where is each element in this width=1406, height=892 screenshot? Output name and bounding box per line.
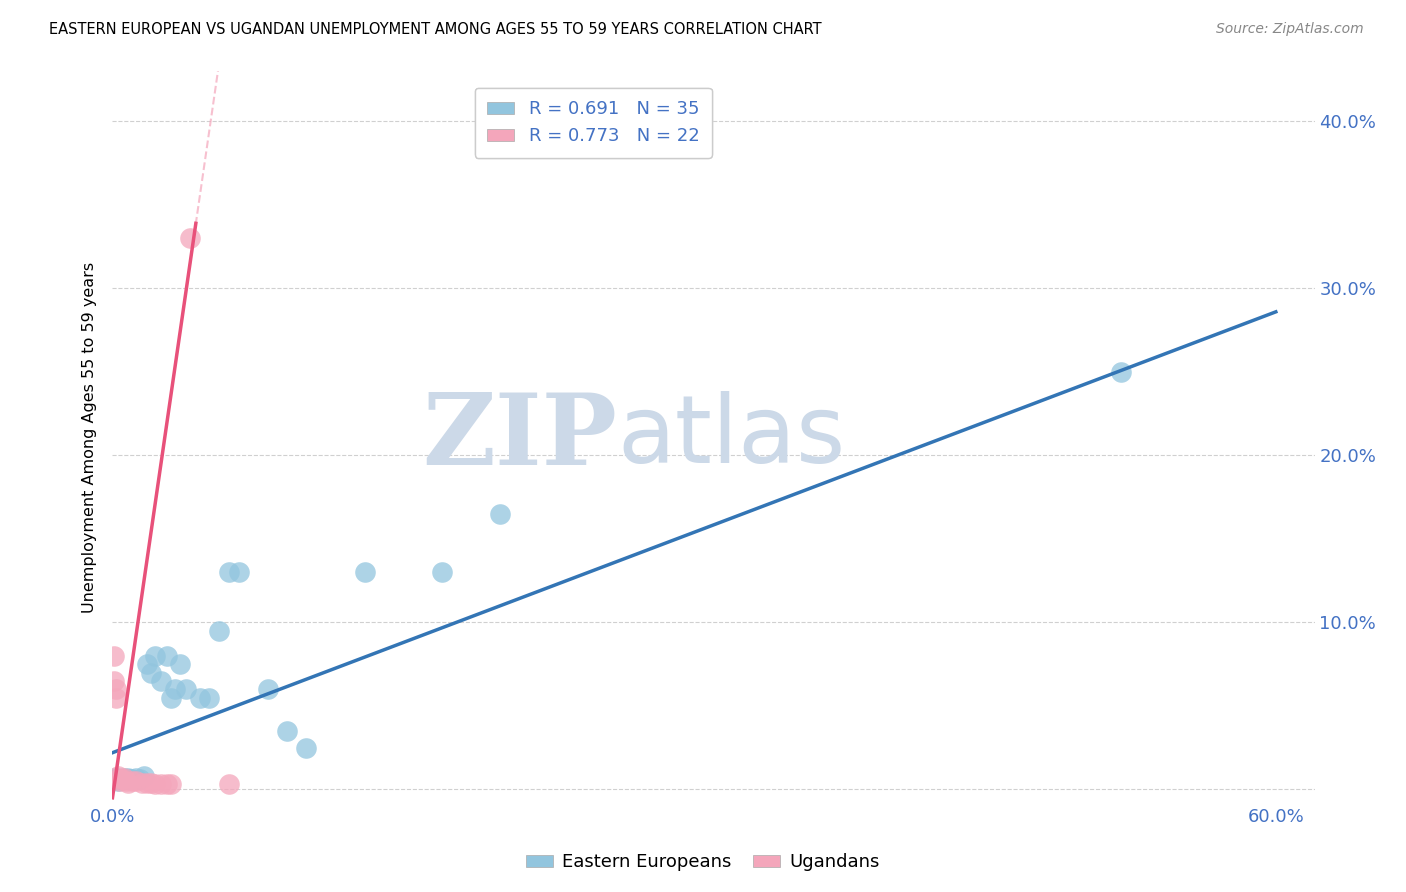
Point: [105, 690, 128, 705]
Point: [489, 507, 512, 521]
Point: [132, 769, 155, 783]
Point: [107, 774, 129, 789]
Point: [353, 566, 375, 580]
Point: [128, 772, 150, 787]
Text: EASTERN EUROPEAN VS UGANDAN UNEMPLOYMENT AMONG AGES 55 TO 59 YEARS CORRELATION C: EASTERN EUROPEAN VS UGANDAN UNEMPLOYMENT…: [49, 22, 823, 37]
Point: [256, 682, 278, 697]
Point: [136, 776, 159, 790]
Point: [149, 777, 172, 791]
Point: [107, 769, 129, 783]
Point: [141, 776, 163, 790]
Point: [136, 657, 159, 672]
Point: [163, 682, 186, 697]
Y-axis label: Unemployment Among Ages 55 to 59 years: Unemployment Among Ages 55 to 59 years: [82, 261, 97, 613]
Point: [105, 682, 128, 697]
Point: [198, 690, 221, 705]
Point: [218, 777, 240, 791]
Point: [115, 772, 138, 787]
Point: [1109, 365, 1132, 379]
Point: [149, 673, 172, 688]
Text: Source: ZipAtlas.com: Source: ZipAtlas.com: [1216, 22, 1364, 37]
Point: [159, 777, 181, 791]
Point: [121, 772, 143, 787]
Point: [179, 231, 201, 245]
Point: [115, 774, 138, 789]
Point: [218, 566, 240, 580]
Point: [112, 771, 135, 785]
Text: atlas: atlas: [617, 391, 845, 483]
Point: [131, 776, 153, 790]
Point: [141, 665, 163, 680]
Point: [111, 772, 134, 787]
Point: [110, 772, 132, 787]
Point: [143, 777, 166, 791]
Point: [208, 624, 231, 638]
Point: [103, 771, 125, 785]
Legend: R = 0.691   N = 35, R = 0.773   N = 22: R = 0.691 N = 35, R = 0.773 N = 22: [475, 87, 711, 158]
Point: [159, 690, 181, 705]
Point: [117, 776, 139, 790]
Point: [156, 648, 179, 663]
Text: ZIP: ZIP: [422, 389, 617, 485]
Point: [105, 772, 128, 787]
Point: [174, 682, 197, 697]
Point: [295, 740, 318, 755]
Point: [188, 690, 211, 705]
Point: [276, 723, 298, 738]
Point: [169, 657, 191, 672]
Point: [107, 772, 129, 787]
Point: [125, 771, 148, 785]
Point: [111, 772, 134, 787]
Point: [118, 772, 141, 787]
Point: [110, 774, 132, 789]
Legend: Eastern Europeans, Ugandans: Eastern Europeans, Ugandans: [519, 847, 887, 879]
Point: [103, 673, 125, 688]
Point: [103, 648, 125, 663]
Point: [112, 771, 135, 785]
Point: [430, 566, 453, 580]
Point: [228, 566, 250, 580]
Point: [107, 771, 129, 785]
Point: [117, 771, 139, 785]
Point: [156, 777, 179, 791]
Point: [121, 774, 143, 789]
Point: [143, 648, 166, 663]
Point: [125, 774, 148, 789]
